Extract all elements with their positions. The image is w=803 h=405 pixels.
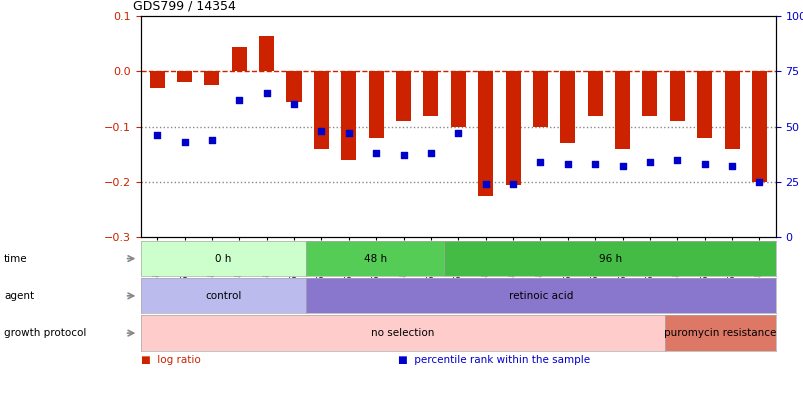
Text: growth protocol: growth protocol bbox=[4, 328, 86, 338]
Point bbox=[451, 130, 464, 136]
Point bbox=[533, 159, 546, 165]
Point bbox=[560, 161, 573, 167]
Text: GDS799 / 14354: GDS799 / 14354 bbox=[132, 0, 235, 12]
Point bbox=[177, 139, 190, 145]
Point bbox=[397, 152, 410, 158]
Bar bbox=[368, 71, 383, 138]
Bar bbox=[313, 71, 328, 149]
Point bbox=[315, 128, 328, 134]
Bar bbox=[340, 71, 356, 160]
Text: ■  log ratio: ■ log ratio bbox=[141, 355, 200, 365]
Bar bbox=[614, 71, 630, 149]
Point bbox=[342, 130, 355, 136]
Bar bbox=[204, 71, 219, 85]
Point bbox=[588, 161, 601, 167]
Point bbox=[615, 163, 628, 170]
Point bbox=[233, 97, 246, 103]
Text: agent: agent bbox=[4, 291, 34, 301]
Point bbox=[479, 181, 491, 187]
Bar bbox=[286, 71, 301, 102]
Point bbox=[260, 90, 273, 97]
Point bbox=[506, 181, 519, 187]
Text: no selection: no selection bbox=[371, 328, 434, 338]
Point bbox=[642, 159, 655, 165]
Text: time: time bbox=[4, 254, 27, 264]
Point bbox=[670, 156, 683, 163]
Bar bbox=[724, 71, 739, 149]
Text: 96 h: 96 h bbox=[598, 254, 621, 264]
Bar bbox=[696, 71, 711, 138]
Text: control: control bbox=[205, 291, 242, 301]
Bar bbox=[642, 71, 657, 115]
Text: retinoic acid: retinoic acid bbox=[508, 291, 573, 301]
Point bbox=[206, 136, 218, 143]
Point bbox=[752, 179, 765, 185]
Bar bbox=[423, 71, 438, 115]
Bar bbox=[751, 71, 766, 182]
Point bbox=[697, 161, 710, 167]
Bar bbox=[669, 71, 684, 121]
Text: puromycin resistance: puromycin resistance bbox=[663, 328, 776, 338]
Point bbox=[424, 150, 437, 156]
Bar bbox=[396, 71, 410, 121]
Bar bbox=[560, 71, 575, 143]
Bar bbox=[231, 47, 247, 71]
Point bbox=[369, 150, 382, 156]
Text: 0 h: 0 h bbox=[215, 254, 231, 264]
Point bbox=[725, 163, 738, 170]
Bar bbox=[450, 71, 465, 126]
Bar bbox=[177, 71, 192, 83]
Bar bbox=[532, 71, 548, 126]
Bar bbox=[478, 71, 492, 196]
Bar bbox=[587, 71, 602, 115]
Bar bbox=[505, 71, 520, 185]
Text: 48 h: 48 h bbox=[364, 254, 386, 264]
Point bbox=[287, 101, 300, 108]
Bar bbox=[149, 71, 165, 88]
Bar bbox=[259, 36, 274, 71]
Point bbox=[150, 132, 163, 139]
Text: ■  percentile rank within the sample: ■ percentile rank within the sample bbox=[397, 355, 589, 365]
